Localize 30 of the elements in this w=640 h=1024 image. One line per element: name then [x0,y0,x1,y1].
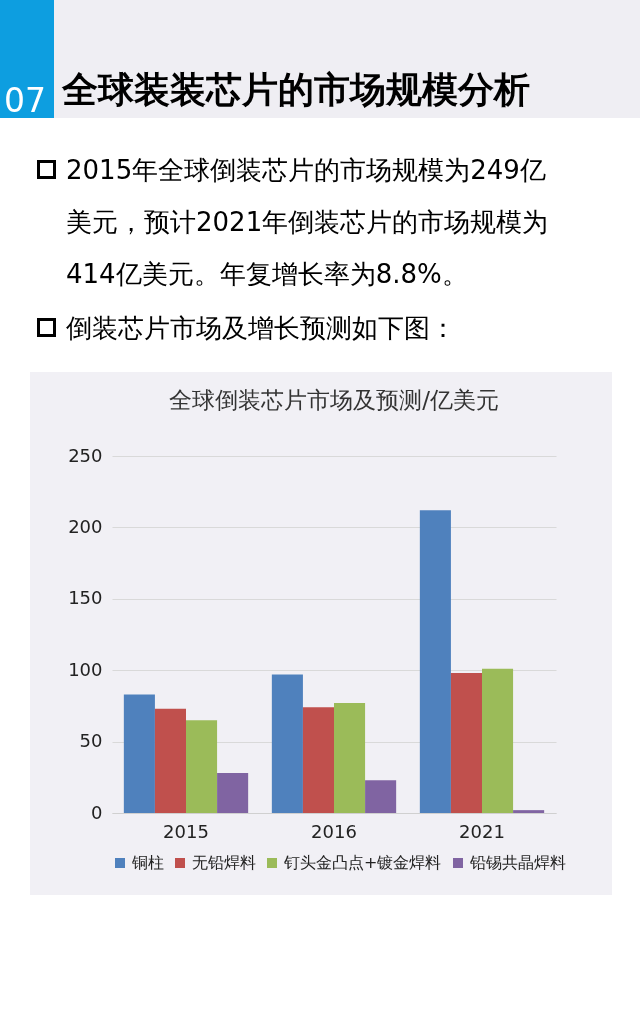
legend-label: 钉头金凸点+镀金焊料 [283,853,442,872]
bar [302,707,334,813]
legend-label: 铅锡共晶焊料 [469,853,566,872]
chart-title: 全球倒装芯片市场及预测/亿美元 [169,387,499,413]
bar [154,708,186,813]
legend-label: 铜柱 [131,853,164,872]
x-tick-label: 2015 [163,820,209,842]
text: 07 [4,81,46,120]
bar [513,810,545,813]
y-tick-label: 250 [68,444,103,466]
text: 2015年全球倒装芯片的市场规模为249亿美元，预计2021年倒装芯片的市场规模为414亿美元。年复增长率为8.8%。 [66,154,550,291]
y-tick-label: 100 [68,658,103,680]
y-tick-label: 150 [68,587,103,609]
y-tick-label: 0 [91,801,103,823]
legend-label: 无铅焊料 [192,853,256,872]
bar [217,773,249,813]
bar [482,668,514,813]
x-tick-label: 2021 [459,820,505,842]
y-tick-label: 200 [68,515,103,537]
bar [450,673,482,813]
bar [271,674,303,813]
bar [365,780,397,813]
y-tick-label: 50 [79,730,103,752]
bar [186,720,218,813]
x-tick-label: 2016 [311,820,357,842]
bar [419,510,451,813]
bar [334,703,366,813]
bar [123,694,155,813]
text: 全球装装芯片的市场规模分析 [62,68,530,112]
text: 倒装芯片市场及增长预测如下图： [66,312,457,345]
